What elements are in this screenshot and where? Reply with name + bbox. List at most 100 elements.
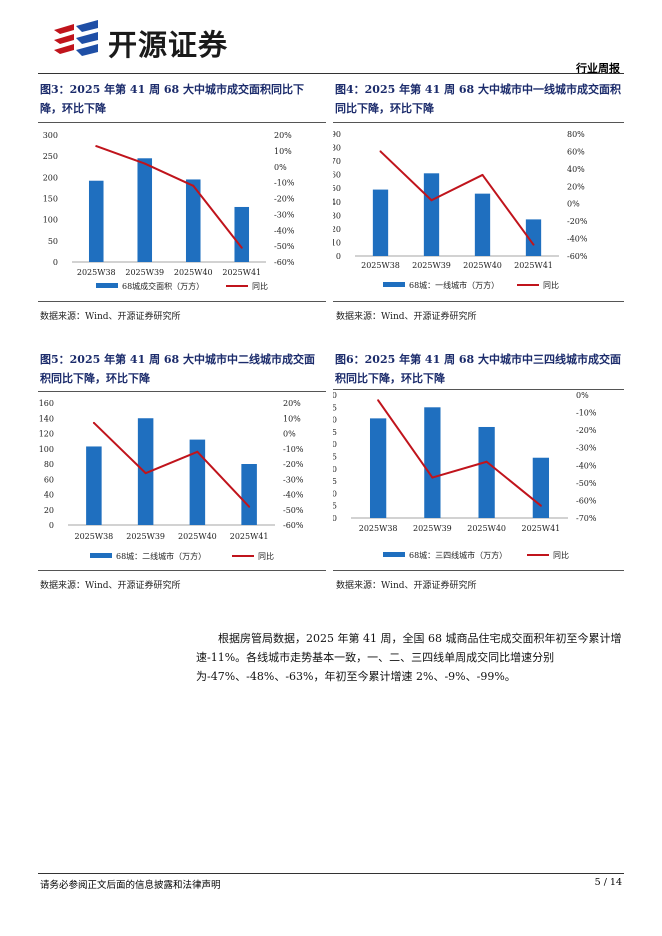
y-tick-label: 0 xyxy=(336,252,341,261)
y-tick-label: 50 xyxy=(48,237,58,246)
figure-5-chart: 0 20 40 60 80 100 120 140 160 -60% -50% -40% -30% -20… xyxy=(38,394,328,572)
report-type: 行业周报 xyxy=(576,62,620,75)
legend-bar-label: 68城：二线城市（万方） xyxy=(116,551,206,561)
line-point xyxy=(485,460,488,463)
figure-6-rule xyxy=(333,389,624,390)
bar xyxy=(234,206,250,262)
figure-3-source: 数据来源：Wind、开源证券研究所 xyxy=(40,312,181,322)
figure-3-title: 图3：2025 年第 41 周 68 大中城市成交面积同比下降，环比下降 xyxy=(40,83,305,115)
y2-tick-label: -40% xyxy=(274,226,295,235)
brand-logo xyxy=(52,20,252,62)
bar xyxy=(423,173,440,256)
bar xyxy=(137,158,153,262)
y2-tick-label: -70% xyxy=(576,514,597,523)
y-tick-label: 100 xyxy=(43,216,58,225)
bar xyxy=(474,193,491,256)
legend-line-label: 同比 xyxy=(553,550,569,560)
y-tick-label: 40 xyxy=(333,198,341,207)
category-label: 2025W41 xyxy=(521,524,560,533)
category-label: 2025W39 xyxy=(413,524,452,533)
y2-tick-label: 10% xyxy=(283,414,301,423)
line-point xyxy=(431,476,434,479)
legend-bar-swatch xyxy=(90,553,112,558)
y2-tick-label: -50% xyxy=(283,506,304,515)
line-point xyxy=(192,184,195,187)
y2-tick-label: -20% xyxy=(283,460,304,469)
header-divider xyxy=(38,73,624,74)
category-label: 2025W40 xyxy=(174,268,213,277)
category-label: 2025W38 xyxy=(359,524,398,533)
line-series xyxy=(379,150,535,246)
page-number: 5 / 14 xyxy=(594,877,622,888)
y2-tick-label: -40% xyxy=(283,491,304,500)
line-point xyxy=(379,150,382,153)
y-tick-label: 60 xyxy=(44,475,54,484)
y2-tick-label: -60% xyxy=(283,521,304,530)
figure-4-source: 数据来源：Wind、开源证券研究所 xyxy=(336,312,477,322)
line-point xyxy=(95,145,98,148)
figure-4-chart: 0 10 20 30 40 50 60 70 80 90 -60% -40% -20% 0% 20% 40% 6… xyxy=(331,125,624,299)
bar xyxy=(525,219,542,256)
bar xyxy=(189,439,206,525)
bar xyxy=(369,418,387,518)
y2-tick-label: 10% xyxy=(274,147,292,156)
line-series xyxy=(377,399,542,507)
y-tick-label: 10 xyxy=(333,238,341,247)
y-tick-label: 25 xyxy=(333,453,337,462)
y-tick-label: 70 xyxy=(333,157,341,166)
y2-tick-label: -10% xyxy=(283,445,304,454)
legend-bar-swatch xyxy=(383,552,405,557)
y2-tick-label: 20% xyxy=(283,399,301,408)
line-point xyxy=(248,505,251,508)
line-series xyxy=(95,145,243,249)
line-point xyxy=(92,421,95,424)
body-paragraph: 根据房管局数据，2025 年第 41 周，全国 68 城商品住宅成交面积年初至今… xyxy=(196,632,622,683)
figure-4-bottom-rule xyxy=(333,301,624,302)
y2-tick-label: 0% xyxy=(283,430,296,439)
category-label: 2025W39 xyxy=(412,261,451,270)
y2-tick-label: -20% xyxy=(576,426,597,435)
y2-tick-label: 0% xyxy=(576,391,589,400)
legend-bar-label: 68城：三四线城市（万方） xyxy=(409,550,507,560)
bar xyxy=(532,457,550,518)
y-tick-label: 0 xyxy=(49,521,54,530)
y2-tick-label: -60% xyxy=(567,252,588,261)
legend-bar-swatch xyxy=(383,282,405,287)
figure-3-bottom-rule xyxy=(38,301,326,302)
y2-tick-label: -30% xyxy=(274,210,295,219)
y2-tick-label: -10% xyxy=(274,179,295,188)
y2-tick-label: -50% xyxy=(576,479,597,488)
figure-3-chart: 0 50 100 150 200 250 300 -60% -50% -40% -30% -20% -1… xyxy=(38,125,328,299)
y2-tick-label: 0% xyxy=(274,163,287,172)
y2-tick-label: -30% xyxy=(283,475,304,484)
y-tick-label: 15 xyxy=(333,477,337,486)
line-series xyxy=(93,422,250,508)
bar xyxy=(185,179,201,262)
y-tick-label: 100 xyxy=(39,445,54,454)
figure-3-rule xyxy=(38,122,326,123)
figure-5-title: 图5：2025 年第 41 周 68 大中城市中二线城市成交面积同比下降，环比下… xyxy=(40,353,316,385)
logo-mark-icon xyxy=(54,20,98,56)
y2-tick-label: -40% xyxy=(576,461,597,470)
bar xyxy=(478,426,495,518)
y-tick-label: 20 xyxy=(333,225,341,234)
y-tick-label: 0 xyxy=(333,514,337,523)
y-tick-label: 40 xyxy=(44,491,54,500)
legend-line-label: 同比 xyxy=(543,280,559,290)
legend-line-label: 同比 xyxy=(258,551,274,561)
category-label: 2025W40 xyxy=(178,532,217,541)
figure-5-source: 数据来源：Wind、开源证券研究所 xyxy=(40,581,181,591)
y2-tick-label: 60% xyxy=(567,147,585,156)
line-point xyxy=(539,504,542,507)
y2-tick-label: -10% xyxy=(576,409,597,418)
footer-divider xyxy=(38,873,624,874)
figure-6-chart: 0 5 10 15 20 25 30 35 40 45 50 -70% -60% -50% -40% -30%… xyxy=(327,390,624,572)
figure-6-source: 数据来源：Wind、开源证券研究所 xyxy=(336,581,477,591)
line-point xyxy=(481,173,484,176)
category-label: 2025W38 xyxy=(77,268,116,277)
y-tick-label: 45 xyxy=(333,403,337,412)
y-tick-label: 5 xyxy=(333,502,337,511)
bar xyxy=(86,446,102,525)
line-point xyxy=(196,450,199,453)
figure-6-title: 图6：2025 年第 41 周 68 大中城市中三四线城市成交面积同比下降，环比… xyxy=(335,353,622,385)
